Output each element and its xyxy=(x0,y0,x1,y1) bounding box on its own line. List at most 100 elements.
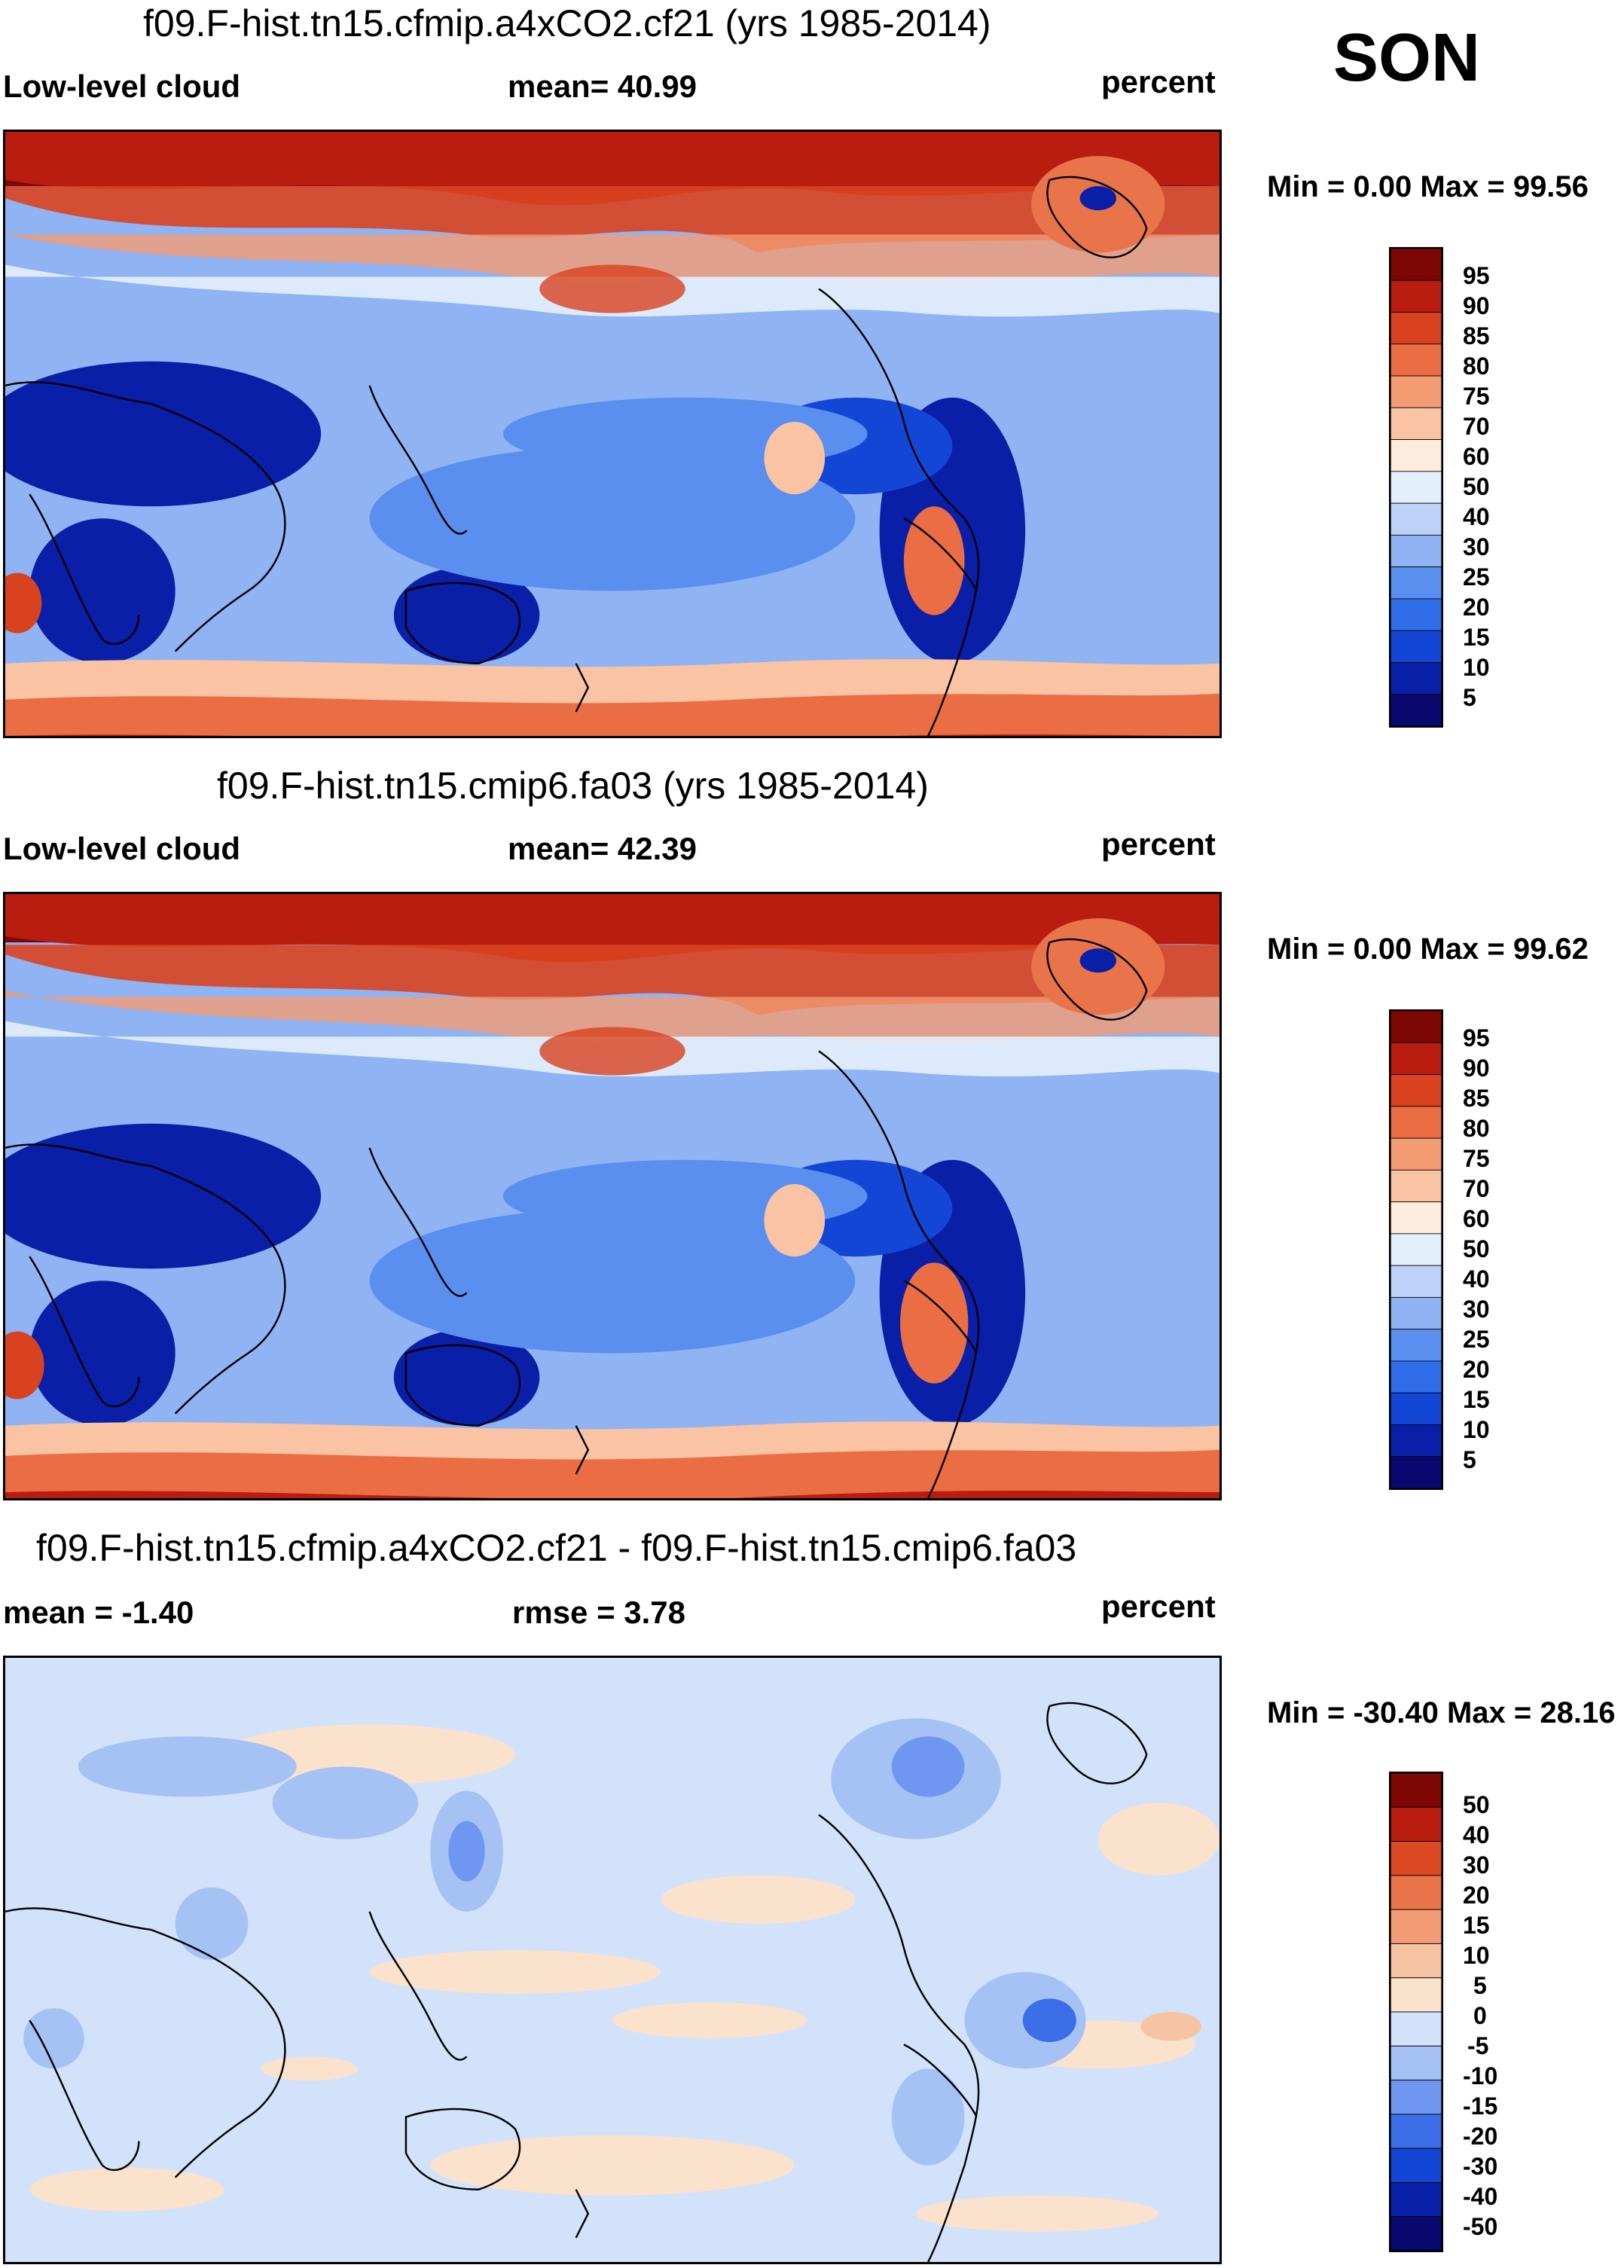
colorbar-swatch xyxy=(1390,1943,1442,1979)
panel-top-minmax: Min = 0.00 Max = 99.56 xyxy=(1267,170,1589,203)
colorbar-swatch xyxy=(1390,1137,1442,1171)
colorbar-swatch xyxy=(1390,566,1442,600)
colorbar-level: 20 xyxy=(1463,1356,1490,1383)
colorbar-level: 75 xyxy=(1463,1145,1490,1172)
colorbar-level: -50 xyxy=(1463,2213,1498,2240)
panel-middle-units: percent xyxy=(1101,826,1216,862)
colorbar-swatch xyxy=(1390,1233,1442,1266)
colorbar-level: 0 xyxy=(1473,2002,1487,2029)
colorbar-swatch xyxy=(1390,375,1442,408)
colorbar-swatch xyxy=(1390,1296,1442,1330)
colorbar-level: -30 xyxy=(1463,2153,1498,2180)
season-label: SON xyxy=(1333,20,1481,96)
colorbar-swatch xyxy=(1390,249,1442,281)
colorbar-swatch xyxy=(1390,630,1442,663)
colorbar-level: 20 xyxy=(1463,1882,1490,1909)
panel-bottom-title: f09.F-hist.tn15.cfmip.a4xCO2.cf21 - f09.… xyxy=(36,1527,1077,1569)
colorbar-swatch xyxy=(1390,2045,1442,2081)
panel-bottom-colorbar xyxy=(1389,1772,1443,2252)
colorbar-level: 95 xyxy=(1463,1024,1490,1052)
panel-middle-minmax: Min = 0.00 Max = 99.62 xyxy=(1267,933,1589,966)
colorbar-swatch xyxy=(1390,439,1442,472)
panel-bottom-rmse: rmse = 3.78 xyxy=(512,1595,686,1630)
colorbar-swatch xyxy=(1390,534,1442,568)
panel-top-variable: Low-level cloud xyxy=(3,69,241,104)
colorbar-level: 10 xyxy=(1463,1942,1490,1969)
colorbar-level: 60 xyxy=(1463,443,1490,470)
colorbar-level: 30 xyxy=(1463,533,1490,560)
colorbar-level: 5 xyxy=(1473,1972,1487,1999)
colorbar-level: 90 xyxy=(1463,1055,1490,1082)
colorbar-swatch xyxy=(1390,407,1442,441)
panel-bottom-map xyxy=(3,1656,1222,2264)
colorbar-swatch xyxy=(1390,1875,1442,1910)
colorbar-swatch xyxy=(1390,471,1442,504)
panel-middle-colorbar xyxy=(1389,1009,1443,1490)
colorbar-swatch xyxy=(1390,1169,1442,1203)
colorbar-swatch xyxy=(1390,2147,1442,2183)
colorbar-level: 20 xyxy=(1463,594,1490,621)
colorbar-level: 15 xyxy=(1463,624,1490,651)
colorbar-level: 75 xyxy=(1463,383,1490,410)
colorbar-level: 30 xyxy=(1463,1851,1490,1879)
colorbar-level: 5 xyxy=(1463,1446,1476,1473)
colorbar-level: 50 xyxy=(1463,1235,1490,1262)
colorbar-swatch xyxy=(1390,1042,1442,1075)
colorbar-swatch xyxy=(1390,1977,1442,2013)
panel-middle-map xyxy=(3,892,1222,1500)
colorbar-swatch xyxy=(1390,279,1442,313)
colorbar-level: 95 xyxy=(1463,262,1490,289)
colorbar-swatch xyxy=(1390,1360,1442,1393)
colorbar-swatch xyxy=(1390,662,1442,695)
colorbar-level: 50 xyxy=(1463,473,1490,500)
colorbar-level: 60 xyxy=(1463,1205,1490,1232)
colorbar-swatch xyxy=(1390,1074,1442,1107)
panel-middle-variable: Low-level cloud xyxy=(3,831,241,866)
colorbar-level: 15 xyxy=(1463,1912,1490,1939)
colorbar-swatch xyxy=(1390,502,1442,536)
colorbar-swatch xyxy=(1390,2011,1442,2047)
colorbar-level: 30 xyxy=(1463,1296,1490,1323)
colorbar-swatch xyxy=(1390,343,1442,377)
colorbar-swatch xyxy=(1390,2080,1442,2115)
colorbar-level: 70 xyxy=(1463,1175,1490,1202)
colorbar-level: -40 xyxy=(1463,2183,1498,2210)
colorbar-level: -10 xyxy=(1463,2062,1498,2089)
colorbar-swatch xyxy=(1390,598,1442,631)
panel-bottom-mean: mean = -1.40 xyxy=(3,1595,194,1630)
colorbar-swatch xyxy=(1390,1329,1442,1362)
panel-top-units: percent xyxy=(1101,64,1216,99)
colorbar-swatch xyxy=(1390,312,1442,345)
panel-bottom-minmax: Min = -30.40 Max = 28.16 xyxy=(1267,1696,1616,1729)
panel-middle-colorbar-svg xyxy=(1390,1011,1442,1488)
colorbar-swatch xyxy=(1390,1265,1442,1298)
colorbar-swatch xyxy=(1390,1773,1442,1808)
panel-bottom-colorbar-svg xyxy=(1390,1773,1442,2251)
colorbar-level: 25 xyxy=(1463,1326,1490,1353)
colorbar-level: -5 xyxy=(1467,2032,1489,2059)
colorbar-swatch xyxy=(1390,1424,1442,1458)
colorbar-level: 40 xyxy=(1463,1821,1490,1848)
panel-middle-mean: mean= 42.39 xyxy=(508,831,698,866)
colorbar-swatch xyxy=(1390,1456,1442,1488)
colorbar-level: 15 xyxy=(1463,1386,1490,1413)
colorbar-swatch xyxy=(1390,1909,1442,1944)
colorbar-swatch xyxy=(1390,694,1442,726)
colorbar-swatch xyxy=(1390,2181,1442,2218)
colorbar-level: 80 xyxy=(1463,353,1490,380)
colorbar-level: 70 xyxy=(1463,413,1490,440)
colorbar-swatch xyxy=(1390,1806,1442,1842)
colorbar-level: 85 xyxy=(1463,322,1490,350)
colorbar-level: 90 xyxy=(1463,292,1490,319)
colorbar-level: 40 xyxy=(1463,1265,1490,1293)
colorbar-level: 10 xyxy=(1463,1416,1490,1443)
panel-top-mean: mean= 40.99 xyxy=(508,69,698,104)
colorbar-swatch xyxy=(1390,2216,1442,2251)
colorbar-swatch xyxy=(1390,1011,1442,1043)
colorbar-level: 85 xyxy=(1463,1085,1490,1112)
colorbar-swatch xyxy=(1390,1106,1442,1139)
panel-middle-title: f09.F-hist.tn15.cmip6.fa03 (yrs 1985-201… xyxy=(217,765,929,807)
colorbar-level: 80 xyxy=(1463,1115,1490,1142)
colorbar-swatch xyxy=(1390,1841,1442,1876)
colorbar-level: -15 xyxy=(1463,2092,1498,2120)
